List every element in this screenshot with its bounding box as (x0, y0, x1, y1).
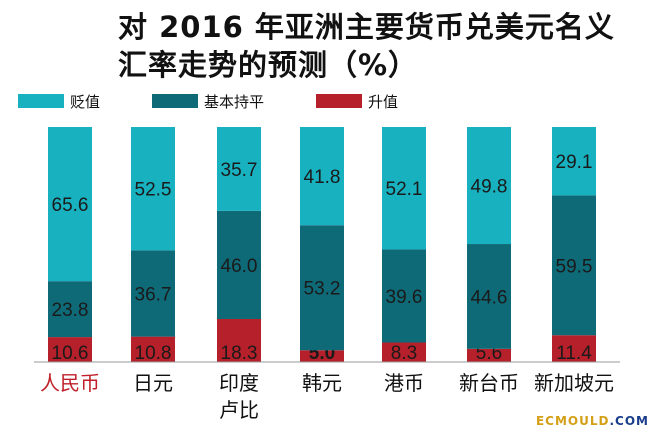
category-label-4: 港币 (384, 371, 424, 395)
data-label-depreciation-4: 52.1 (386, 179, 423, 200)
watermark-main: ECMOULD (535, 414, 610, 428)
bar-segment-depreciation-1 (131, 127, 175, 251)
bar-segment-depreciation-3 (300, 127, 344, 226)
bar-segment-appreciation-5 (467, 348, 511, 362)
legend-label-appreciation: 升值 (368, 92, 399, 111)
legend-swatch-stable (152, 94, 198, 108)
bar-segment-appreciation-6 (552, 335, 596, 362)
watermark: ECMOULD.COM (536, 414, 649, 428)
legend-item-appreciation: 升值 (316, 92, 399, 111)
chart-title-line-2: 汇率走势的预测（%） (118, 48, 419, 82)
bar-segment-appreciation-4 (382, 342, 426, 362)
bar-segment-appreciation-2 (217, 318, 261, 362)
category-label-2-line-0: 印度 (219, 371, 259, 395)
data-label-appreciation-2: 18.3 (221, 343, 258, 364)
category-label-5: 新台币 (459, 371, 519, 395)
data-label-appreciation-4: 8.3 (391, 343, 417, 364)
bar-segment-stable-3 (300, 225, 344, 351)
category-label-6: 新加坡元 (534, 371, 614, 395)
bar-segment-depreciation-5 (467, 127, 511, 245)
bar-segment-stable-5 (467, 244, 511, 349)
data-label-stable-1: 36.7 (135, 284, 172, 305)
bar-segment-depreciation-2 (217, 127, 261, 211)
data-label-stable-0: 23.8 (52, 300, 89, 321)
data-label-stable-5: 44.6 (471, 287, 508, 308)
data-label-appreciation-6: 11.4 (556, 343, 592, 364)
legend-swatch-appreciation (316, 94, 362, 108)
data-label-stable-6: 59.5 (556, 256, 593, 277)
bar-segment-stable-0 (48, 281, 92, 338)
category-label-1: 日元 (133, 371, 173, 395)
data-label-depreciation-1: 52.5 (135, 180, 172, 201)
category-label-0: 人民币 (40, 371, 100, 395)
legend-item-depreciation: 贬值 (18, 92, 101, 111)
bar-segment-stable-1 (131, 250, 175, 337)
data-label-depreciation-0: 65.6 (52, 195, 89, 216)
bar-segment-appreciation-3 (300, 350, 344, 362)
bar-segment-depreciation-0 (48, 127, 92, 282)
data-label-depreciation-6: 29.1 (556, 152, 593, 173)
bar-segment-depreciation-4 (382, 127, 426, 250)
bar-segment-appreciation-0 (48, 337, 92, 362)
data-label-stable-3: 53.2 (304, 279, 341, 300)
bar-segment-appreciation-1 (131, 336, 175, 362)
watermark-suffix: .COM (609, 414, 649, 428)
category-label-3: 韩元 (302, 371, 342, 395)
legend-label-stable: 基本持平 (204, 92, 265, 111)
bar-segment-stable-2 (217, 210, 261, 319)
legend-item-stable: 基本持平 (152, 92, 265, 111)
legend-swatch-depreciation (18, 94, 64, 108)
category-label-2-line-1: 卢比 (219, 398, 259, 422)
bar-segment-stable-6 (552, 195, 596, 336)
chart-title-line-1: 对 2016 年亚洲主要货币兑美元名义 (118, 10, 615, 44)
data-label-depreciation-3: 41.8 (304, 167, 341, 188)
data-label-appreciation-1: 10.8 (135, 343, 172, 364)
data-label-appreciation-0: 10.6 (52, 343, 89, 364)
legend-label-depreciation: 贬值 (70, 92, 101, 111)
bar-segment-depreciation-6 (552, 127, 596, 196)
data-label-stable-2: 46.0 (221, 256, 258, 277)
data-label-depreciation-2: 35.7 (221, 160, 258, 181)
data-label-depreciation-5: 49.8 (471, 177, 508, 198)
bar-segment-stable-4 (382, 249, 426, 343)
data-label-stable-4: 39.6 (386, 287, 423, 308)
